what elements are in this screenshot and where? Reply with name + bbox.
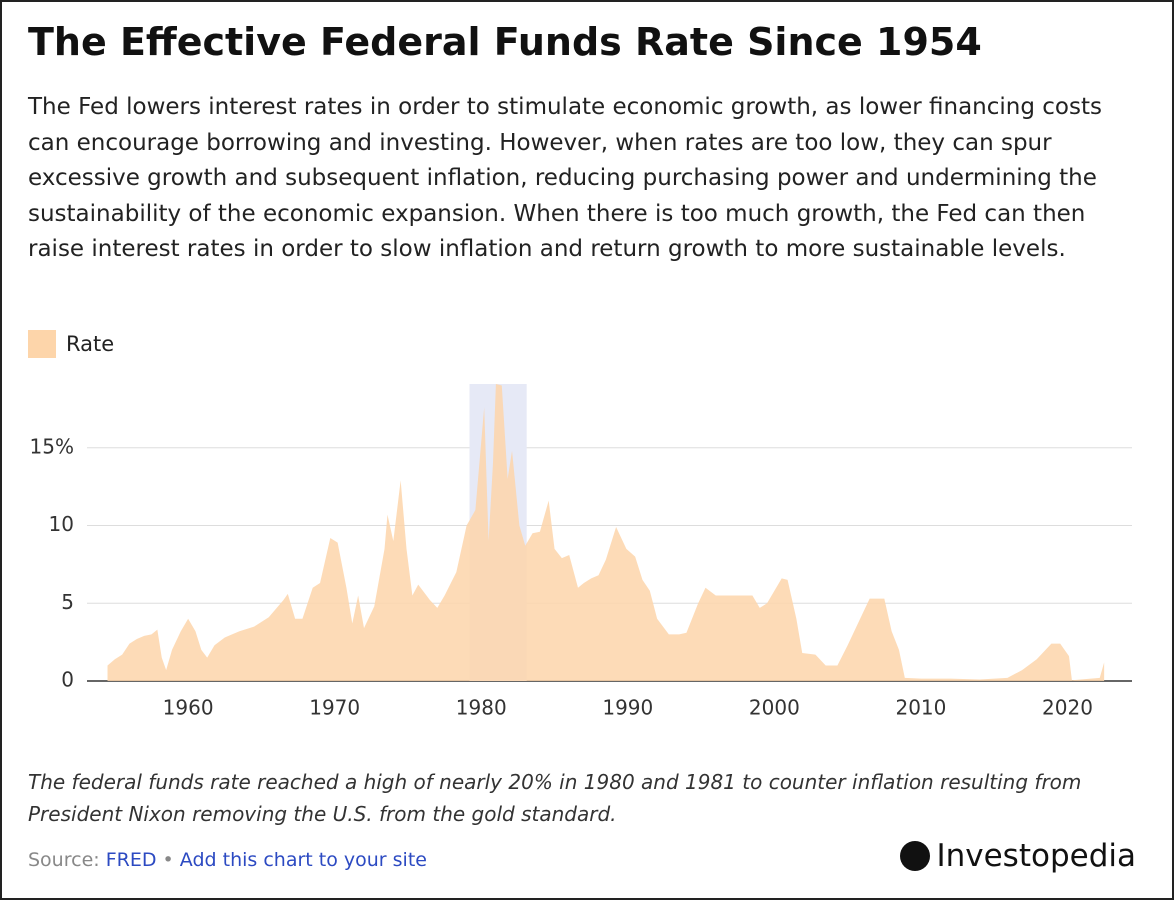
brand-name: Investopedia xyxy=(936,838,1136,874)
area xyxy=(107,384,1105,681)
x-tick-label: 2020 xyxy=(1042,696,1093,720)
chart-subtitle: The Fed lowers interest rates in order t… xyxy=(28,94,1102,262)
y-tick-label: 15% xyxy=(30,434,74,458)
embed-link[interactable]: Add this chart to your site xyxy=(179,849,427,871)
source-link[interactable]: FRED xyxy=(105,849,157,871)
source: Source: FRED • Add this chart to your si… xyxy=(28,849,427,871)
x-tick-label: 2010 xyxy=(895,696,946,720)
legend: Rate xyxy=(28,330,114,358)
y-tick-label: 5 xyxy=(61,590,74,614)
x-tick-label: 1970 xyxy=(309,696,360,720)
legend-swatch xyxy=(28,330,56,358)
y-tick-label: 0 xyxy=(61,668,74,692)
brand-logo: Investopedia xyxy=(900,838,1136,874)
legend-label: Rate xyxy=(66,332,115,356)
chart-note: The federal funds rate reached a high of… xyxy=(28,770,1082,826)
chart-title: The Effective Federal Funds Rate Since 1… xyxy=(28,20,982,64)
source-label: Source: xyxy=(28,849,100,871)
separator: • xyxy=(162,849,174,871)
x-tick-label: 2000 xyxy=(749,696,800,720)
logo-icon xyxy=(900,841,931,871)
x-tick-label: 1960 xyxy=(163,696,214,720)
x-tick-label: 1980 xyxy=(456,696,507,720)
y-tick-label: 10 xyxy=(49,512,74,536)
x-tick-label: 1990 xyxy=(602,696,653,720)
